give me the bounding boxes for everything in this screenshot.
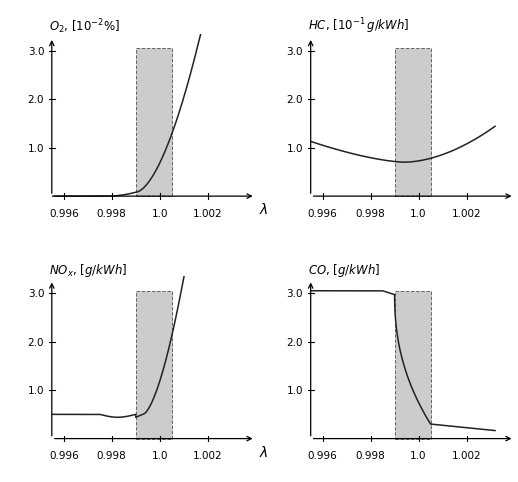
Text: $\lambda$: $\lambda$ xyxy=(259,202,268,217)
Text: $\lambda$: $\lambda$ xyxy=(259,445,268,460)
Bar xyxy=(395,291,430,439)
Bar xyxy=(395,48,430,196)
Text: $\mathit{NO}_x$, $[\mathit{g/kWh}]$: $\mathit{NO}_x$, $[\mathit{g/kWh}]$ xyxy=(49,262,127,279)
Bar xyxy=(136,291,171,439)
Text: $\mathit{O}_2$, $[10^{-2}\%]$: $\mathit{O}_2$, $[10^{-2}\%]$ xyxy=(49,17,121,36)
Text: $\mathit{HC}$, $[10^{-1}\,\mathit{g/kWh}]$: $\mathit{HC}$, $[10^{-1}\,\mathit{g/kWh}… xyxy=(308,16,410,36)
Bar xyxy=(136,48,171,196)
Text: $\mathit{CO}$, $[\mathit{g/kWh}]$: $\mathit{CO}$, $[\mathit{g/kWh}]$ xyxy=(308,262,381,279)
